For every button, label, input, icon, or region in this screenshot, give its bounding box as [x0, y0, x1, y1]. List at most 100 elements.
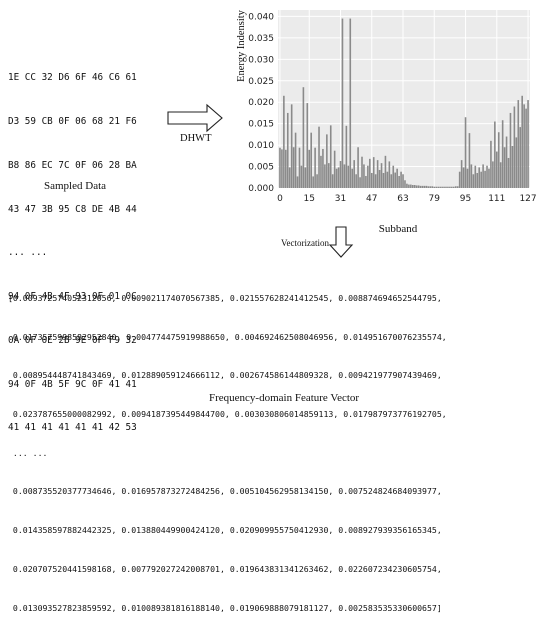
bar [458, 171, 461, 188]
bar [298, 147, 301, 188]
x-tick-label: 111 [488, 194, 505, 204]
vector-line: 0.020707520441598168, 0.0077920272420087… [8, 563, 442, 574]
bar [296, 176, 299, 188]
hex-line: D3 59 CB 0F 06 68 21 F6 [8, 115, 137, 127]
bar [464, 117, 467, 188]
bar [515, 137, 518, 188]
bar [523, 104, 525, 188]
vector-line: [0.009372574052312056, 0.009021174070567… [8, 292, 442, 303]
bar [417, 185, 420, 188]
bar [329, 125, 332, 188]
bar [378, 169, 381, 188]
bar [283, 95, 285, 188]
y-tick-label: 0.020 [248, 98, 274, 108]
bar [308, 149, 311, 188]
bar [480, 171, 482, 188]
bar [513, 106, 516, 188]
bar [425, 185, 428, 188]
bar [476, 172, 479, 188]
bar [343, 164, 346, 188]
bar [351, 168, 354, 188]
bar [410, 184, 412, 188]
bar [396, 168, 398, 188]
vector-line: 0.0173575998582952840, 0.004774475919988… [8, 331, 447, 342]
bar [304, 167, 307, 188]
bar [367, 165, 369, 188]
bar [370, 172, 373, 188]
bar [519, 127, 522, 188]
bar [429, 186, 432, 188]
bar [470, 164, 473, 188]
bar [525, 108, 527, 188]
bar [341, 18, 344, 189]
bar [507, 157, 510, 188]
bar [501, 120, 504, 188]
bar [322, 148, 324, 188]
dhwt-arrow-icon [167, 103, 223, 133]
bar [492, 161, 494, 188]
bar [327, 163, 330, 188]
bar [497, 132, 500, 188]
bar [337, 167, 340, 188]
bar [359, 177, 361, 188]
bar [451, 186, 453, 188]
bar [511, 145, 514, 188]
bar [347, 165, 350, 188]
bar [509, 112, 512, 188]
plot-area [278, 10, 530, 188]
bar [488, 168, 490, 188]
bar [279, 147, 281, 188]
bar [310, 132, 313, 188]
dhwt-label: DHWT [180, 133, 212, 144]
hex-line: ... ... [8, 247, 48, 259]
bar [505, 136, 508, 188]
bar [333, 150, 336, 188]
bar [466, 168, 469, 188]
bar [490, 140, 492, 188]
bar [478, 167, 481, 188]
bar [312, 176, 314, 188]
bar [437, 186, 439, 188]
vector-line: 0.023787655000082992, 0.0094187395449844… [8, 408, 447, 419]
y-tick-label: 0.040 [248, 12, 274, 22]
bar [521, 95, 523, 188]
bar [411, 184, 414, 188]
bar [433, 186, 436, 188]
bar [435, 186, 438, 188]
bar [443, 186, 445, 188]
bar [517, 100, 520, 188]
bar [290, 104, 293, 188]
bar [288, 167, 291, 188]
bar [419, 185, 422, 188]
bar [427, 186, 430, 188]
bar [456, 186, 459, 188]
bar [335, 168, 338, 188]
bar [365, 175, 367, 188]
energy-bar-chart: 0.000 0.005 0.010 0.015 0.020 0.025 0.030 0.035… [236, 9, 537, 235]
hex-line: B8 86 EC 7C 0F 06 28 BA [8, 159, 137, 171]
bar [355, 174, 357, 188]
bar [499, 162, 502, 188]
bar [281, 149, 283, 188]
bar [400, 171, 402, 188]
bar [320, 155, 322, 188]
bar [331, 174, 334, 188]
vector-line: ... ... [8, 447, 48, 458]
bar [363, 164, 365, 188]
x-tick-label: 79 [429, 194, 441, 204]
x-tick-label: 31 [335, 194, 346, 204]
bar [353, 160, 355, 188]
y-tick-label: 0.030 [248, 55, 274, 65]
y-tick-label: 0.015 [248, 120, 274, 130]
bar [449, 186, 451, 188]
bar [316, 174, 318, 188]
x-tick-label: 0 [277, 194, 283, 204]
bar [527, 100, 529, 188]
bar [447, 186, 449, 188]
bar [314, 147, 316, 188]
vectorization-arrow-icon [328, 226, 354, 258]
hex-line: 94 0F 4B 5F 9C 0F 41 41 [8, 378, 137, 390]
bar [486, 165, 488, 188]
y-tick-label: 0.035 [248, 34, 274, 44]
bar [392, 165, 395, 188]
